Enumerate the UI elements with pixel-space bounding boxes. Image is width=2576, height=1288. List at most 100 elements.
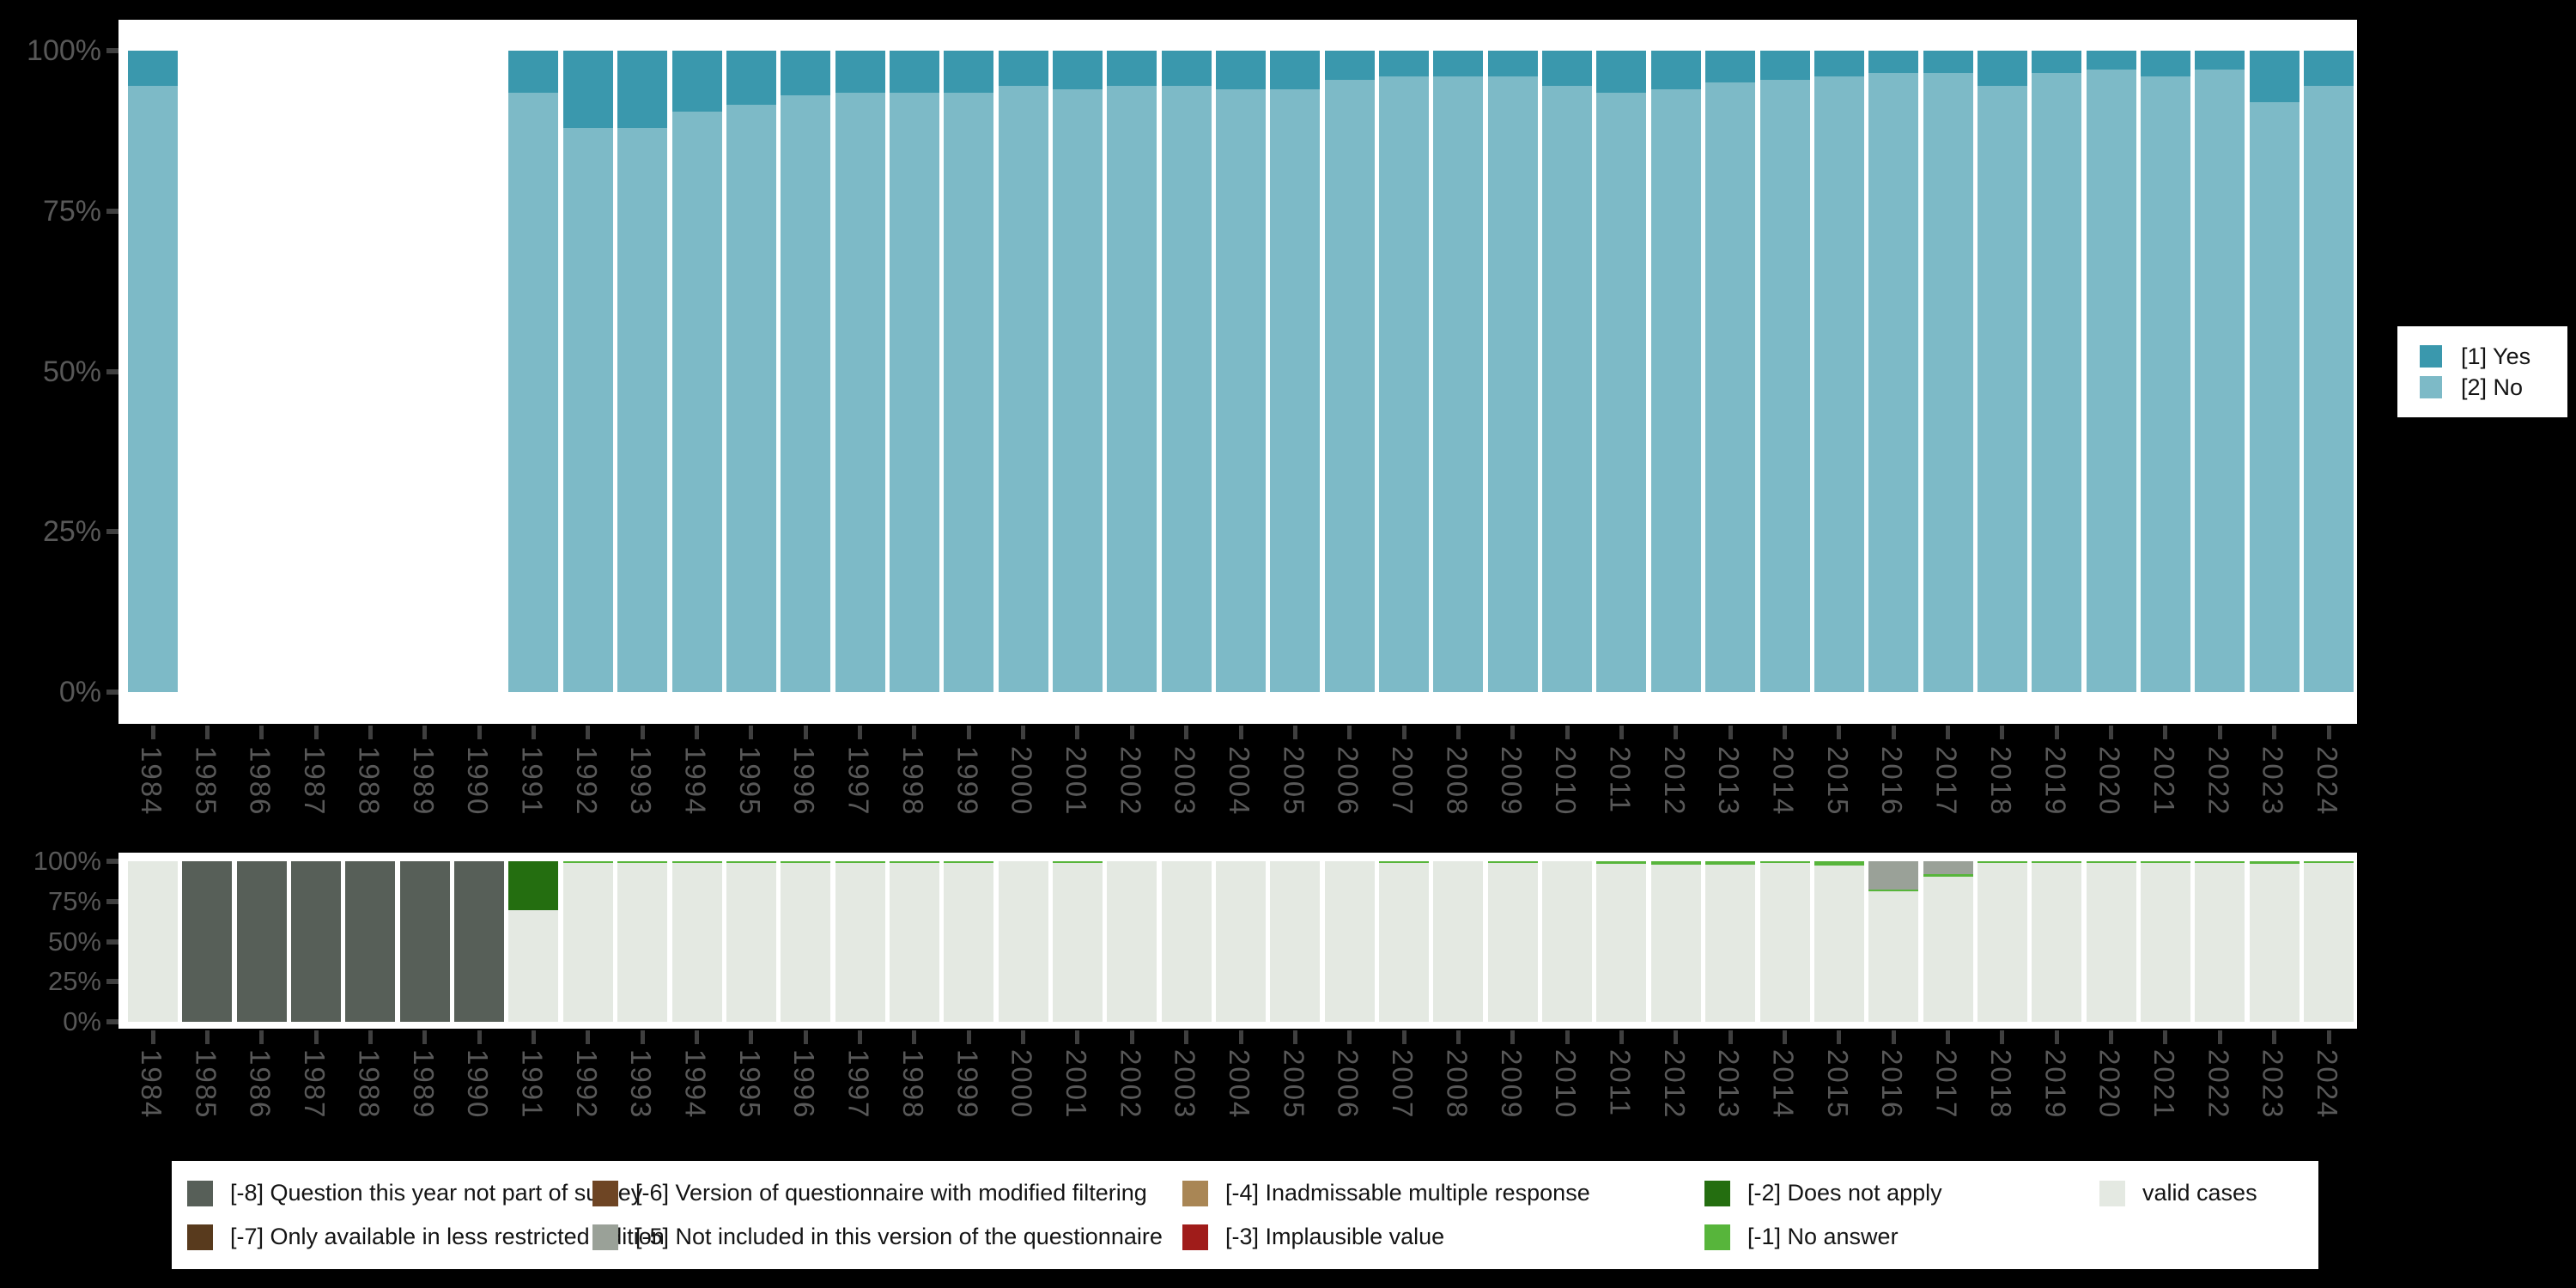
bar-2016	[1868, 51, 1919, 692]
x-axis-label-1986: 1986	[244, 1049, 276, 1120]
x-axis-tick	[1619, 1030, 1624, 1044]
bar-segment	[1923, 51, 1973, 74]
legend-swatch	[187, 1224, 213, 1250]
bar-segment	[2195, 861, 2245, 864]
x-axis-tick	[368, 726, 373, 739]
x-axis-tick	[531, 726, 536, 739]
bar-segment	[2086, 51, 2136, 70]
legend-swatch	[2099, 1180, 2125, 1206]
bar-1985	[182, 861, 233, 1022]
bar-segment	[835, 861, 885, 863]
bar-segment	[1487, 863, 1538, 1022]
bar-2006	[1324, 861, 1375, 1022]
bar-segment	[2249, 51, 2300, 102]
bar-segment	[617, 863, 668, 1022]
bar-2013	[1705, 51, 1756, 692]
x-axis-label-1984: 1984	[136, 746, 167, 817]
bar-segment	[2086, 863, 2136, 1022]
bar-segment	[889, 863, 939, 1022]
bar-2015	[1814, 51, 1864, 692]
bar-segment	[1868, 890, 1919, 1022]
bar-segment	[2032, 861, 2082, 863]
x-axis-label-1993: 1993	[625, 1049, 658, 1120]
x-axis-label-2020: 2020	[2093, 1049, 2126, 1120]
x-axis-tick	[1184, 1030, 1189, 1044]
bar-1997	[835, 861, 885, 1022]
x-axis-tick	[1891, 726, 1896, 739]
x-axis-tick	[1946, 1030, 1951, 1044]
x-axis-tick	[912, 726, 917, 739]
x-axis-label-1985: 1985	[190, 746, 222, 817]
bar-segment	[2249, 861, 2300, 865]
x-axis-label-1991: 1991	[516, 1049, 549, 1120]
bar-segment	[1433, 861, 1484, 1022]
bar-segment	[781, 95, 831, 692]
x-axis-tick	[858, 726, 863, 739]
x-axis-label-2024: 2024	[2312, 1049, 2343, 1120]
x-axis-label-2008: 2008	[1441, 1049, 1473, 1120]
bar-segment	[617, 861, 668, 863]
x-axis-tick	[368, 1030, 373, 1044]
bar-2010	[1542, 51, 1593, 692]
bar-2003	[1161, 51, 1212, 692]
legend-label: [2] No	[2461, 374, 2524, 400]
bar-segment	[2032, 51, 2082, 74]
legend-label: [-1] No answer	[1747, 1224, 1899, 1249]
x-axis-label-2020: 2020	[2093, 746, 2126, 817]
bar-1984	[128, 51, 178, 692]
x-axis-tick	[1075, 1030, 1080, 1044]
bar-2007	[1379, 51, 1430, 692]
y-axis-tick	[106, 939, 118, 945]
bar-1993	[617, 861, 668, 1022]
bar-segment	[291, 861, 342, 1022]
x-axis-tick	[1021, 726, 1026, 739]
legend-label: [-5] Not included in this version of the…	[635, 1224, 1163, 1249]
bar-2001	[1052, 51, 1103, 692]
bar-segment	[1814, 76, 1864, 692]
bar-2019	[2032, 861, 2082, 1022]
x-axis-tick	[2109, 1030, 2114, 1044]
x-axis-label-1992: 1992	[570, 746, 603, 817]
y-axis-tick	[106, 859, 118, 864]
x-axis-label-2004: 2004	[1224, 746, 1255, 817]
x-axis-label-1997: 1997	[842, 1049, 875, 1120]
bar-segment	[781, 863, 831, 1022]
bar-segment	[1705, 861, 1756, 866]
bar-segment	[2304, 51, 2354, 87]
y-axis-label: 0%	[58, 676, 101, 708]
bar-2009	[1487, 861, 1538, 1022]
x-axis-tick	[1837, 726, 1842, 739]
x-axis-label-2022: 2022	[2202, 1049, 2235, 1120]
x-axis-tick	[1021, 1030, 1026, 1044]
x-axis-tick	[2326, 726, 2331, 739]
bar-2004	[1216, 861, 1266, 1022]
legend-item: [-2] Does not apply	[1704, 1171, 2099, 1215]
bar-1984	[128, 861, 178, 1022]
bar-1999	[944, 861, 994, 1022]
bar-segment	[1977, 51, 2027, 87]
legend-item: [2] No	[2420, 374, 2567, 401]
x-axis-label-2019: 2019	[2039, 1049, 2072, 1120]
bar-segment	[944, 861, 994, 863]
y-axis-label: 25%	[47, 966, 101, 997]
bar-2024	[2304, 51, 2354, 692]
bar-segment	[671, 51, 722, 112]
x-axis-tick	[803, 726, 808, 739]
x-axis-label-2014: 2014	[1767, 1049, 1800, 1120]
x-axis-tick	[1184, 726, 1189, 739]
bar-2002	[1107, 861, 1157, 1022]
bar-2012	[1650, 51, 1701, 692]
x-axis-label-2013: 2013	[1713, 746, 1746, 817]
bar-2020	[2086, 861, 2136, 1022]
bar-segment	[508, 92, 559, 692]
x-axis-label-2000: 2000	[1005, 746, 1038, 817]
x-axis-label-1996: 1996	[788, 746, 821, 817]
x-axis-tick	[1619, 726, 1624, 739]
bar-segment	[508, 861, 559, 911]
x-axis-label-2011: 2011	[1604, 1049, 1637, 1117]
x-axis-tick	[1401, 1030, 1406, 1044]
bar-segment	[2032, 863, 2082, 1022]
x-axis-label-2000: 2000	[1005, 1049, 1038, 1120]
bar-segment	[2140, 51, 2190, 76]
bar-2011	[1596, 51, 1647, 692]
